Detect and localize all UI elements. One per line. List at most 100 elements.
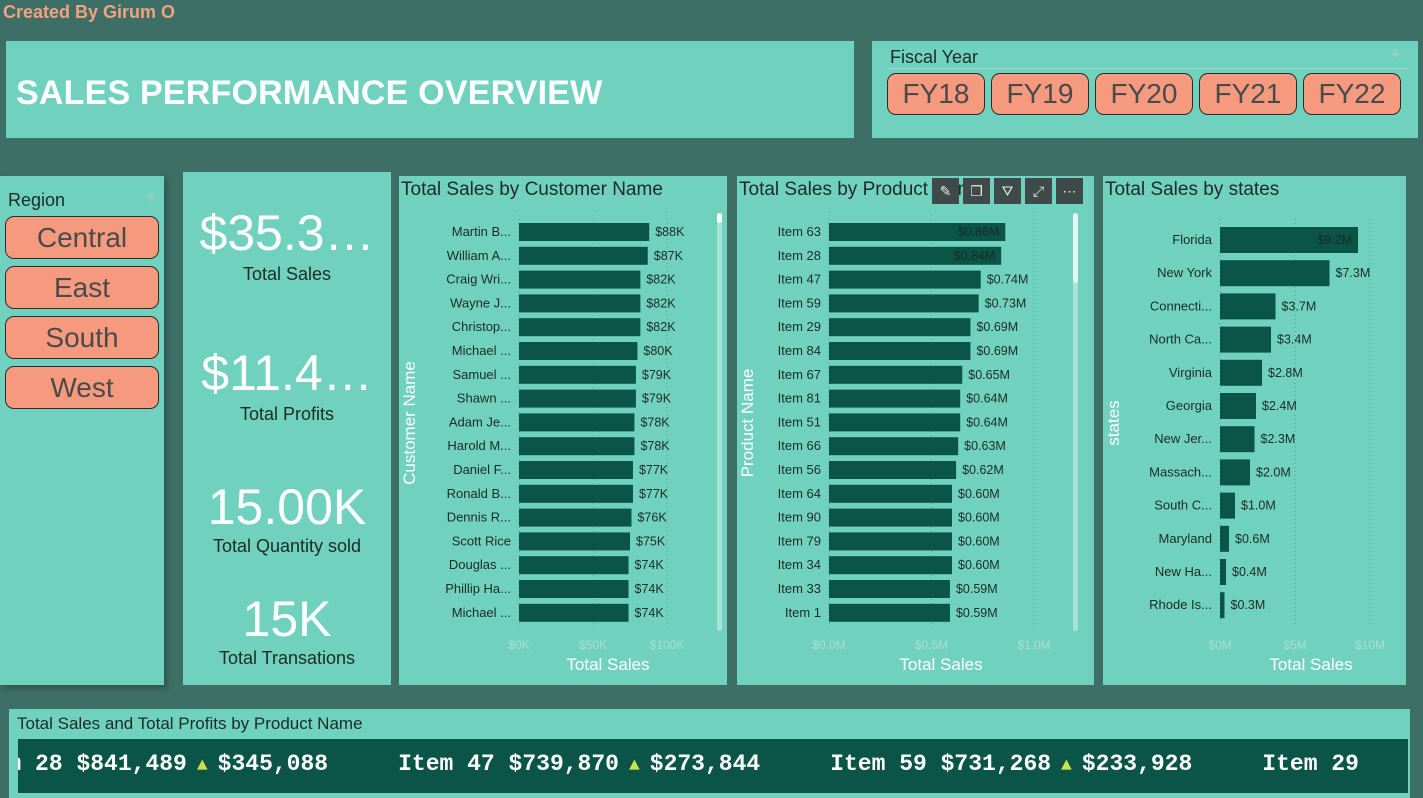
bar[interactable] [519,318,641,337]
bar[interactable] [519,508,632,527]
region-option-west[interactable]: West [5,366,159,409]
category-label: Samuel ... [452,367,511,382]
data-label: $2.0M [1256,465,1291,479]
x-tick-label: $1.0M [1017,638,1050,652]
bar[interactable] [1220,393,1256,419]
data-label: $0.60M [958,487,1000,501]
bar[interactable] [829,294,979,313]
bar[interactable] [519,270,641,289]
bar[interactable] [519,389,636,408]
bar[interactable] [1220,525,1229,552]
fy-option-fy19[interactable]: FY19 [991,73,1089,115]
expand-icon[interactable]: ⤢ [1025,178,1052,204]
eraser-icon[interactable]: ◈ [1391,46,1401,60]
data-label: $82K [646,296,676,310]
category-label: Item 33 [778,581,821,596]
state-sales-chart[interactable]: Total Sales by states $0M $5M $10M Florida $… [1103,176,1406,685]
bar[interactable] [829,365,963,384]
data-label: $2.4M [1262,399,1297,413]
bar[interactable] [519,413,635,432]
ticker-strip[interactable]: Item 28 $841,489 ▲ $345,088 Item 47 $739,87… [18,739,1408,793]
bar[interactable] [519,484,633,503]
bar[interactable] [829,270,981,289]
ticker-profit: $345,088 [217,751,329,777]
bar[interactable] [519,365,636,384]
ticker-item: Item 28 $841,489 ▲ $345,088 [18,751,328,777]
fy-option-fy22[interactable]: FY22 [1303,73,1401,115]
bar[interactable] [829,389,961,408]
data-label: $0.60M [958,511,1000,525]
category-label: Ronald B... [447,486,511,501]
bar[interactable] [1220,559,1226,585]
bar[interactable] [519,532,630,551]
up-arrow-icon: ▲ [1061,756,1072,776]
bar[interactable] [519,294,641,313]
bar[interactable] [1220,326,1271,353]
x-axis-title: Total Sales [899,655,982,674]
bar[interactable] [1220,492,1235,519]
bar[interactable] [1220,260,1330,287]
eraser-icon[interactable]: ◈ [146,189,156,203]
copy-icon[interactable]: ❐ [963,178,990,204]
bar[interactable] [519,603,629,622]
fy-option-fy21[interactable]: FY21 [1199,73,1297,115]
bar[interactable] [519,223,650,241]
kpi-total-profits-label: Total Profits [239,404,335,424]
bar[interactable] [1220,592,1225,619]
fy-option-fy18[interactable]: FY18 [887,73,985,115]
bar[interactable] [519,461,633,479]
customer-sales-chart[interactable]: Total Sales by Customer Name $0K $50K $100… [399,176,727,685]
bar[interactable] [519,580,629,598]
region-option-south[interactable]: South [5,316,159,359]
data-label: $0.59M [956,582,998,596]
data-label: $0.65M [968,368,1010,382]
creator-credit: Created By Girum O [3,2,176,22]
bar[interactable] [829,508,952,527]
scrollbar-thumb[interactable] [717,213,722,223]
data-label: $80K [643,344,673,358]
bar[interactable] [1220,426,1255,453]
bar[interactable] [829,413,961,432]
bar[interactable] [829,532,952,551]
bar[interactable] [829,580,950,598]
category-label: Dennis R... [447,510,511,525]
bar[interactable] [829,484,952,503]
customer-sales-svg: $0K $50K $100K Martin B... $88K William A... $… [400,213,722,674]
bar[interactable] [829,437,959,456]
category-label: Item 1 [785,605,821,620]
bar[interactable] [1220,227,1358,253]
bar[interactable] [829,603,950,622]
bar[interactable] [829,556,952,575]
pin-icon[interactable]: ✎ [932,178,959,204]
category-label: Item 79 [778,533,821,548]
title-card: SALES PERFORMANCE OVERVIEW [6,41,854,138]
bar[interactable] [519,556,629,575]
bar[interactable] [829,461,957,479]
region-option-east[interactable]: East [5,266,159,309]
bar[interactable] [519,437,635,456]
bar[interactable] [829,318,971,337]
region-option-central[interactable]: Central [5,216,159,259]
scrollbar-track[interactable] [1073,213,1078,631]
bar[interactable] [1220,293,1276,320]
bar[interactable] [829,342,971,360]
bar[interactable] [519,342,638,360]
fy-option-fy20[interactable]: FY20 [1095,73,1193,115]
kpi-total-sales-label: Total Sales [242,264,332,284]
data-label: $0.86M [958,225,1000,239]
bar[interactable] [829,223,1006,241]
filter-icon[interactable]: ⛛ [994,178,1021,204]
bar[interactable] [519,246,648,265]
bar[interactable] [1220,459,1250,486]
kpi-quantity-value: 15.00K [207,479,367,535]
category-label: Item 59 [778,295,821,310]
bar[interactable] [1220,359,1262,386]
more-options-icon[interactable]: ⋯ [1056,178,1083,204]
category-label: Item 64 [778,486,821,501]
data-label: $0.3M [1231,598,1266,612]
scrollbar-thumb[interactable] [1073,213,1078,283]
bar[interactable] [829,246,1002,265]
product-sales-chart[interactable]: Total Sales by Product Name $0.0M $0.5M $1… [737,176,1094,685]
scrollbar-track[interactable] [717,213,722,631]
visual-header-toolbar: ✎ ❐ ⛛ ⤢ ⋯ [932,178,1083,204]
